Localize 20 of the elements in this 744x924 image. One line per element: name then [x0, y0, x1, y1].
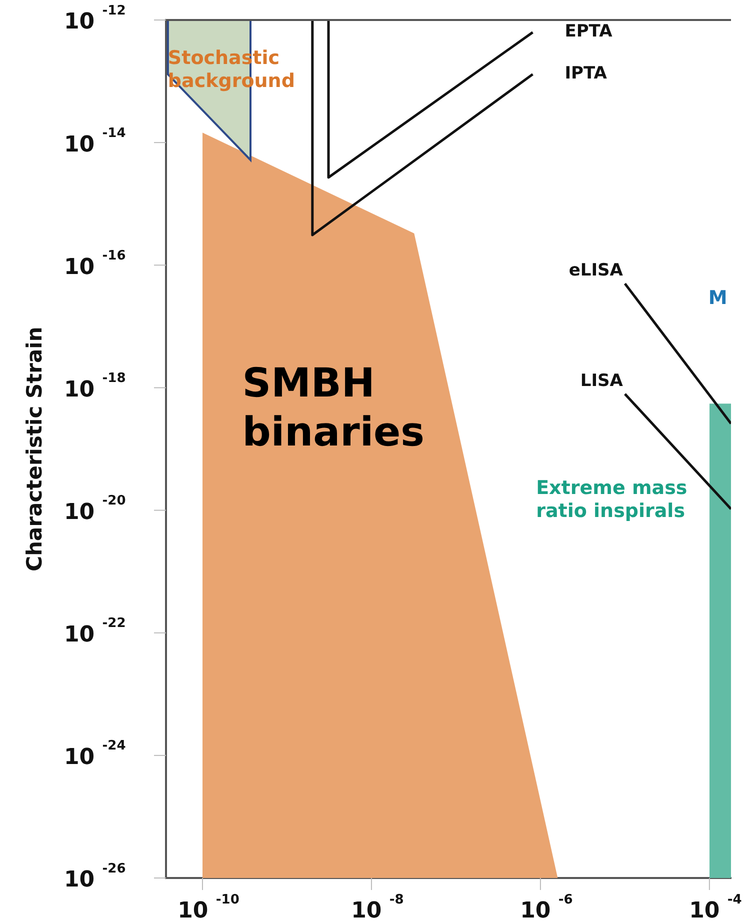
y-tick-label: 10-20: [64, 494, 126, 526]
x-tick-label: 10-4: [689, 892, 742, 924]
series-label: LISA: [580, 370, 624, 391]
y-tick-label: 10-14: [64, 126, 126, 158]
y-tick-label: 10-22: [64, 616, 126, 648]
series-label: IPTA: [564, 64, 608, 84]
annotation: SMBH binaries: [242, 360, 424, 456]
series-label: eLISA: [568, 260, 624, 281]
annotation: M: [708, 286, 728, 309]
series-label: EPTA: [564, 22, 614, 42]
x-tick-label: 10-8: [351, 892, 404, 924]
annotation: Extreme mass ratio inspirals: [536, 476, 688, 522]
y-tick-label: 10-16: [64, 248, 126, 280]
y-tick-label: 10-26: [64, 861, 126, 893]
y-tick-label: 10-18: [64, 370, 126, 402]
y-tick-label: 10-12: [64, 3, 126, 35]
y-axis-title: Characteristic Strain: [22, 326, 46, 572]
x-tick-label: 10-10: [178, 892, 240, 924]
y-tick-label: 10-24: [64, 738, 126, 770]
x-tick-label: 10-6: [520, 892, 573, 924]
